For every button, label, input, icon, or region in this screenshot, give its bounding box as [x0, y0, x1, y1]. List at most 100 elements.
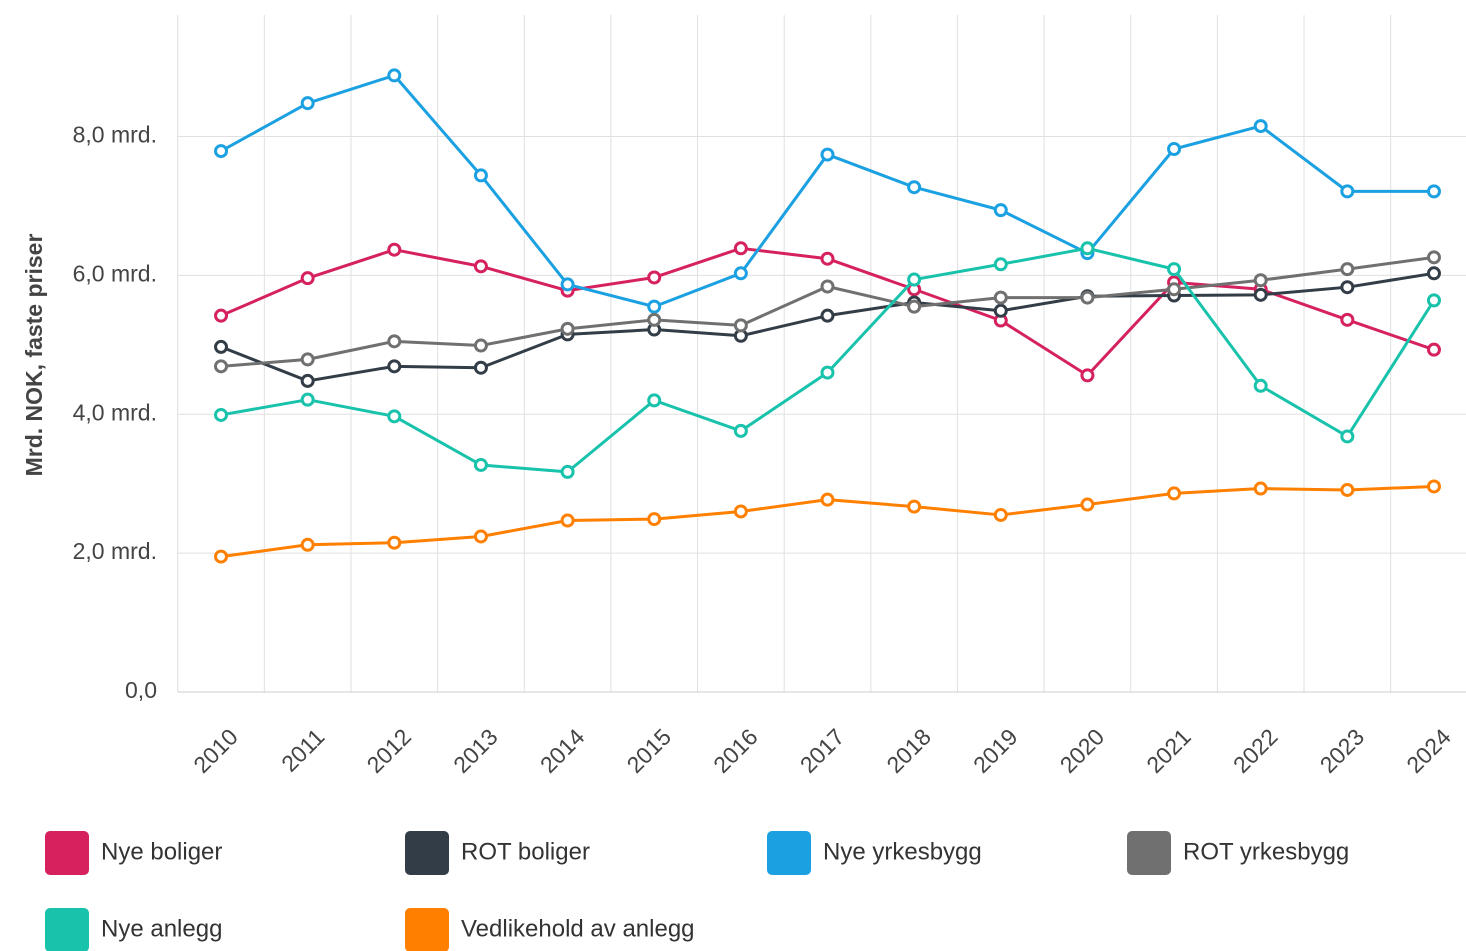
point-marker: [647, 270, 662, 285]
x-tick-label: 2014: [535, 723, 590, 778]
point-marker: [993, 507, 1008, 522]
point-marker: [733, 504, 748, 519]
point-marker: [733, 423, 748, 438]
point-marker: [214, 359, 229, 374]
point-marker: [387, 242, 402, 257]
point-marker: [214, 308, 229, 323]
x-tick-label: 2024: [1401, 723, 1456, 778]
x-tick-label: 2010: [188, 723, 243, 778]
point-marker: [647, 312, 662, 327]
point-marker: [1167, 142, 1182, 157]
x-tick-label: 2019: [968, 723, 1023, 778]
point-marker: [387, 359, 402, 374]
x-tick-label: 2012: [362, 723, 417, 778]
point-marker: [387, 535, 402, 550]
x-tick-label: 2021: [1141, 723, 1196, 778]
point-marker: [907, 499, 922, 514]
point-marker: [1253, 287, 1268, 302]
point-marker: [560, 321, 575, 336]
x-tick-label: 2013: [448, 723, 503, 778]
point-marker: [1340, 184, 1355, 199]
point-marker: [1167, 282, 1182, 297]
point-marker: [300, 392, 315, 407]
point-marker: [473, 259, 488, 274]
legend-swatch: [767, 831, 811, 875]
point-marker: [473, 338, 488, 353]
plot: [214, 68, 1441, 564]
point-marker: [1253, 378, 1268, 393]
x-tick-label: 2022: [1228, 723, 1283, 778]
point-marker: [473, 457, 488, 472]
point-marker: [733, 241, 748, 256]
point-marker: [300, 271, 315, 286]
point-marker: [820, 492, 835, 507]
point-marker: [1426, 250, 1441, 265]
legend-swatch: [405, 831, 449, 875]
point-marker: [1426, 293, 1441, 308]
point-marker: [300, 352, 315, 367]
point-marker: [907, 299, 922, 314]
point-marker: [1253, 119, 1268, 134]
y-tick-label: 4,0 mrd.: [73, 399, 157, 425]
point-marker: [820, 308, 835, 323]
point-marker: [1340, 280, 1355, 295]
point-marker: [214, 339, 229, 354]
x-tick-label: 2018: [881, 723, 936, 778]
y-tick-label: 2,0 mrd.: [73, 538, 157, 564]
legend-label: ROT yrkesbygg: [1183, 838, 1349, 865]
legend-swatch: [405, 908, 449, 951]
x-tick-label: 2020: [1055, 723, 1110, 778]
legend-label: Nye anlegg: [101, 915, 222, 942]
point-marker: [1167, 486, 1182, 501]
x-tick-label: 2015: [621, 723, 676, 778]
point-marker: [1426, 184, 1441, 199]
point-marker: [1080, 368, 1095, 383]
point-marker: [560, 464, 575, 479]
point-marker: [1340, 429, 1355, 444]
point-marker: [907, 272, 922, 287]
point-marker: [387, 68, 402, 83]
legend-label: ROT boliger: [461, 838, 590, 865]
y-tick-label: 8,0 mrd.: [73, 122, 157, 148]
point-marker: [473, 529, 488, 544]
point-marker: [820, 147, 835, 162]
point-marker: [387, 409, 402, 424]
point-marker: [647, 393, 662, 408]
point-marker: [1253, 273, 1268, 288]
legend-swatch: [1127, 831, 1171, 875]
point-marker: [820, 251, 835, 266]
x-tick-label: 2017: [795, 723, 850, 778]
point-marker: [820, 279, 835, 294]
point-marker: [560, 513, 575, 528]
point-marker: [1080, 497, 1095, 512]
point-marker: [733, 318, 748, 333]
point-marker: [993, 257, 1008, 272]
point-marker: [1426, 479, 1441, 494]
legend-swatch: [45, 831, 89, 875]
x-tick-label: 2011: [276, 723, 329, 776]
point-marker: [907, 180, 922, 195]
point-marker: [1167, 262, 1182, 277]
legend-swatch: [45, 908, 89, 951]
point-marker: [300, 537, 315, 552]
x-tick-label: 2023: [1315, 723, 1370, 778]
legend-label: Nye yrkesbygg: [823, 838, 982, 865]
point-marker: [214, 407, 229, 422]
point-marker: [1340, 262, 1355, 277]
point-marker: [820, 365, 835, 380]
point-marker: [1426, 342, 1441, 357]
point-marker: [1426, 266, 1441, 281]
point-marker: [993, 203, 1008, 218]
point-marker: [387, 334, 402, 349]
point-marker: [1340, 482, 1355, 497]
point-marker: [647, 512, 662, 527]
point-marker: [214, 549, 229, 564]
point-marker: [1340, 312, 1355, 327]
point-marker: [647, 299, 662, 314]
legend-label: Nye boliger: [101, 838, 222, 865]
point-marker: [1080, 290, 1095, 305]
point-marker: [300, 373, 315, 388]
point-marker: [993, 303, 1008, 318]
x-tick-label: 2016: [708, 723, 763, 778]
y-tick-label: 6,0 mrd.: [73, 260, 157, 286]
